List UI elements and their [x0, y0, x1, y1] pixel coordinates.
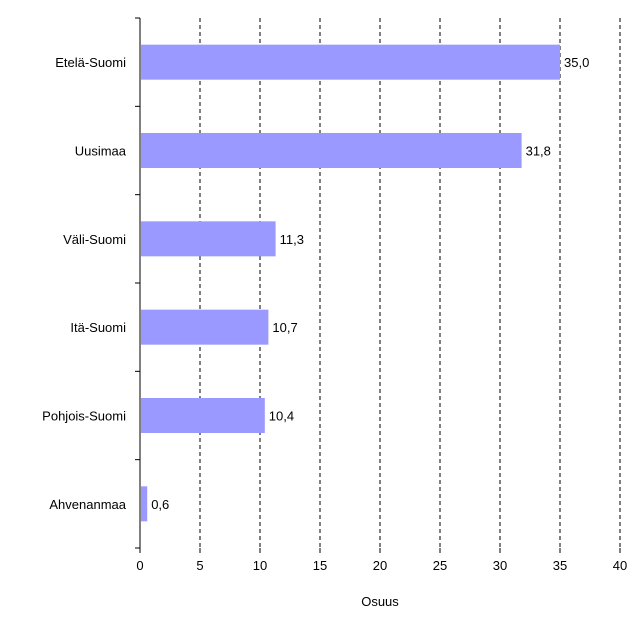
category-label: Uusimaa: [75, 144, 127, 159]
category-label: Väli-Suomi: [63, 232, 126, 247]
x-tick-label: 0: [136, 558, 143, 573]
x-tick-label: 20: [373, 558, 387, 573]
x-axis-title: Osuus: [361, 594, 399, 609]
labels: 0 5 10 15 20 25 30 35 40 Etelä-Suomi 35,0 Uusimaa 31…: [42, 55, 627, 573]
x-tick-label: 25: [433, 558, 447, 573]
bar: [141, 309, 269, 345]
value-label: 31,8: [526, 144, 551, 159]
bars: [141, 44, 560, 522]
bar: [141, 398, 265, 433]
value-label: 10,4: [269, 409, 294, 424]
category-label: Ahvenanmaa: [49, 497, 126, 512]
category-label: Pohjois-Suomi: [42, 409, 126, 424]
x-tick-label: 15: [313, 558, 327, 573]
x-tick-label: 5: [196, 558, 203, 573]
value-label: 10,7: [272, 320, 297, 335]
bar: [141, 133, 522, 168]
value-label: 11,3: [280, 232, 304, 247]
x-tick-label: 30: [493, 558, 507, 573]
axes: [135, 17, 621, 553]
value-label: 35,0: [564, 55, 589, 70]
bar: [141, 221, 276, 257]
category-label: Itä-Suomi: [70, 320, 126, 335]
bar: [141, 486, 148, 522]
gridlines: [199, 18, 621, 548]
category-label: Etelä-Suomi: [55, 55, 126, 70]
x-tick-label: 40: [613, 558, 627, 573]
x-tick-label: 35: [553, 558, 567, 573]
value-label: 0,6: [151, 497, 169, 512]
bar: [141, 44, 560, 80]
x-tick-label: 10: [253, 558, 267, 573]
